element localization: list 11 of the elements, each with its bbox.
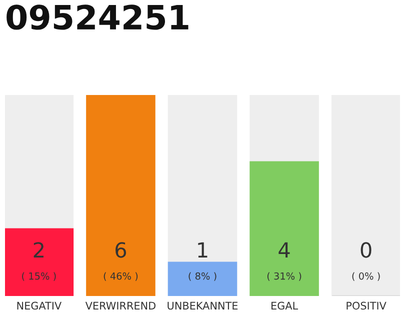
x-tick-label: VERWIRREND [85, 302, 156, 310]
data-label: 0 ( 0% ) [352, 242, 380, 281]
chart-title: 09524251 [6, 4, 188, 30]
x-tick-label: EGAL [272, 302, 298, 310]
x-tick-label: POSITIV [346, 302, 386, 310]
x-tick-label: NEGATIV [17, 302, 62, 310]
data-label: 1 ( 8% ) [188, 242, 216, 281]
data-label: 6 ( 46% ) [104, 242, 138, 281]
data-label: 4 ( 31% ) [267, 242, 302, 281]
data-label: 2 ( 15% ) [22, 242, 56, 281]
x-tick-label: UNBEKANNTE [168, 302, 238, 310]
